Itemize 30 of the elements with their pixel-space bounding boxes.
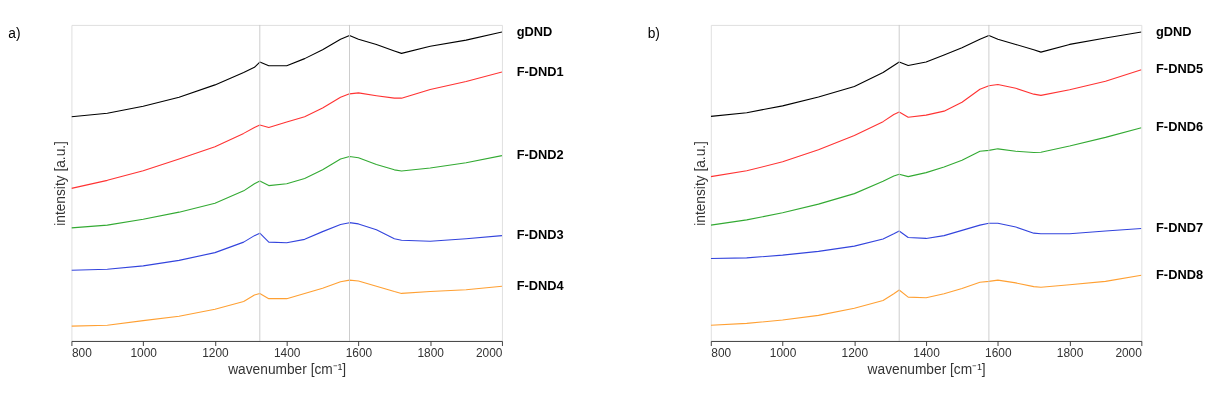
x-tick-label: 1000 xyxy=(130,346,158,361)
chart-title: b) xyxy=(647,26,660,42)
x-tick-label: 1000 xyxy=(769,346,797,361)
x-tick-label: 1800 xyxy=(1056,346,1084,361)
x-tick-label: 2000 xyxy=(1115,346,1143,361)
x-tick-label: 800 xyxy=(71,346,93,361)
series-label: F-DND2 xyxy=(516,147,564,163)
series-label: F-DND7 xyxy=(1156,220,1204,236)
x-tick-label: 1200 xyxy=(202,346,230,361)
x-tick-label: 1400 xyxy=(273,346,301,361)
x-tick-label: 1400 xyxy=(913,346,941,361)
x-tick-label: 2000 xyxy=(475,346,503,361)
chart-title: a) xyxy=(8,26,21,42)
x-axis-title: wavenumber [cm⁻¹] xyxy=(866,362,986,378)
y-axis-title: intensity [a.u.] xyxy=(53,141,69,226)
series-label: F-DND4 xyxy=(516,277,565,293)
x-tick-label: 800 xyxy=(711,346,732,361)
y-axis-title: intensity [a.u.] xyxy=(692,141,708,226)
x-axis-title: wavenumber [cm⁻¹] xyxy=(227,362,347,378)
series-label: gDND xyxy=(516,23,553,39)
series-label: F-DND3 xyxy=(516,227,564,243)
series-label: F-DND8 xyxy=(1156,266,1204,282)
series-label: F-DND5 xyxy=(1156,61,1204,77)
series-label: F-DND6 xyxy=(1156,119,1204,135)
x-tick-label: 1800 xyxy=(417,346,445,361)
x-tick-label: 1600 xyxy=(985,346,1012,361)
series-label: gDND xyxy=(1156,23,1192,39)
x-tick-label: 1600 xyxy=(345,346,373,361)
x-tick-label: 1200 xyxy=(841,346,869,361)
series-label: F-DND1 xyxy=(516,63,564,79)
